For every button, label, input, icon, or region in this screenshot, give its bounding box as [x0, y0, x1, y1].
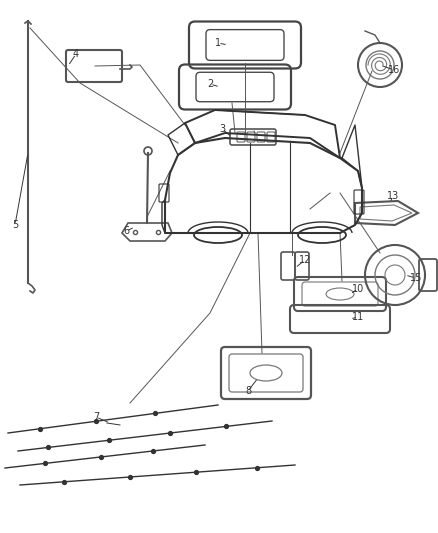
Text: 8: 8	[245, 386, 251, 396]
Text: 11: 11	[352, 312, 364, 322]
Text: 10: 10	[352, 284, 364, 294]
Text: 15: 15	[410, 273, 422, 283]
Text: 7: 7	[93, 412, 99, 422]
Text: 2: 2	[207, 79, 213, 89]
Text: 13: 13	[387, 191, 399, 201]
Text: 1: 1	[215, 38, 221, 48]
Text: 12: 12	[299, 255, 311, 265]
Text: 16: 16	[388, 65, 400, 75]
Text: 5: 5	[12, 220, 18, 230]
Text: 4: 4	[73, 49, 79, 59]
Text: 6: 6	[123, 226, 129, 236]
Text: 3: 3	[219, 124, 225, 134]
